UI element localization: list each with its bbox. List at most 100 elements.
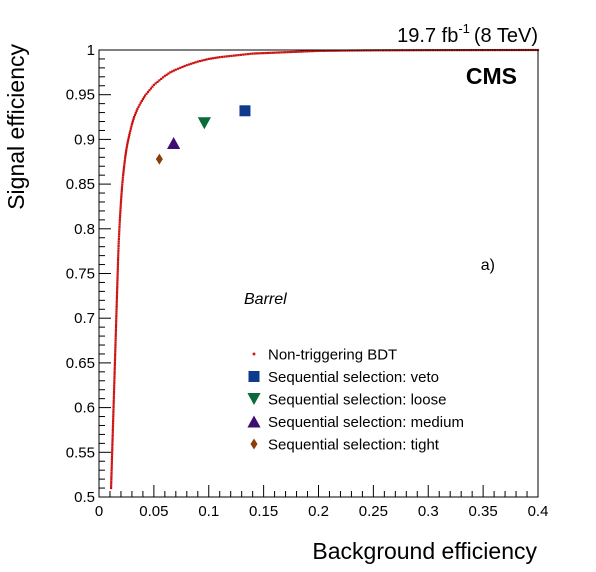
roc-curve-point — [288, 50, 292, 54]
roc-curve-point — [158, 79, 161, 82]
roc-curve-point — [111, 426, 115, 429]
roc-curve-point — [116, 258, 120, 262]
roc-curve-point — [116, 265, 119, 268]
roc-curve-point — [209, 57, 213, 60]
x-tick-label: 0.05 — [139, 503, 168, 520]
roc-curve-point — [112, 415, 115, 418]
roc-curve-point — [111, 431, 114, 434]
roc-curve-point — [120, 194, 123, 197]
roc-curve-point — [139, 101, 142, 104]
roc-curve-point — [328, 49, 331, 52]
roc-curve-point — [235, 54, 238, 57]
x-tick-label: 0.4 — [528, 503, 549, 520]
roc-curve-point — [114, 352, 117, 356]
roc-curve-point — [114, 343, 117, 347]
roc-curve-point — [167, 72, 170, 75]
y-tick-label: 0.75 — [66, 266, 95, 283]
roc-curve-point — [113, 366, 116, 369]
roc-curve-point — [118, 225, 121, 229]
roc-curve-point — [142, 96, 146, 99]
y-tick-label: 0.9 — [74, 131, 95, 148]
roc-curve-point — [140, 99, 143, 103]
y-tick-label: 0.6 — [74, 400, 95, 417]
roc-curve-point — [185, 64, 188, 67]
roc-curve-point — [117, 252, 120, 255]
roc-curve-point — [115, 299, 118, 302]
roc-curve-point — [113, 381, 116, 385]
roc-curve-point — [302, 50, 305, 53]
roc-curve-point — [109, 486, 113, 490]
roc-curve-point — [293, 50, 296, 53]
roc-curve-point — [223, 55, 226, 58]
roc-curve-point — [118, 228, 121, 231]
legend-label: Sequential selection: tight — [268, 437, 440, 454]
roc-curve-point — [205, 58, 208, 61]
roc-curve-point — [291, 50, 294, 54]
roc-curve-point — [353, 49, 356, 52]
roc-curve-point — [128, 134, 131, 137]
roc-curve-point — [131, 121, 134, 124]
roc-curve-point — [131, 119, 135, 122]
roc-curve-point — [310, 50, 314, 53]
roc-curve-point — [319, 49, 322, 52]
roc-curve-point — [112, 397, 115, 400]
roc-curve-point — [111, 433, 114, 436]
roc-curve-point — [115, 310, 118, 313]
roc-curve-point — [116, 261, 120, 264]
roc-curve-point — [112, 404, 115, 407]
roc-curve-point — [317, 49, 320, 52]
y-tick-label: 0.95 — [66, 87, 95, 104]
roc-curve-point — [297, 50, 300, 53]
roc-curve-point — [110, 469, 113, 472]
roc-curve-point — [116, 288, 119, 291]
roc-curve-point — [110, 478, 113, 481]
roc-curve-point — [339, 49, 342, 52]
roc-curve-point — [321, 49, 324, 52]
roc-curve-point — [192, 61, 195, 65]
roc-curve-point — [123, 164, 126, 167]
roc-curve-point — [201, 59, 204, 62]
roc-curve-point — [122, 166, 126, 169]
roc-curve-point — [122, 170, 125, 173]
roc-curve-point — [113, 370, 116, 373]
roc-curve-point — [228, 55, 231, 58]
roc-curve-point — [133, 113, 137, 117]
roc-curve-point — [244, 53, 247, 56]
y-tick-label: 0.5 — [74, 489, 95, 506]
roc-curve-point — [152, 83, 155, 86]
roc-curve-point — [119, 214, 122, 217]
roc-curve-point — [151, 85, 154, 88]
roc-curve-point — [118, 221, 121, 224]
roc-curve-point — [114, 323, 118, 327]
roc-curve-point — [127, 135, 130, 139]
roc-curve-point — [135, 109, 138, 113]
roc-curve-point — [113, 377, 116, 380]
roc-curve-point — [220, 55, 224, 58]
roc-curve-point — [216, 56, 219, 59]
roc-curve-point — [232, 54, 235, 57]
roc-curve-point — [212, 57, 215, 60]
roc-curve-point — [171, 70, 174, 73]
roc-curve-point — [148, 89, 151, 92]
roc-curve-point — [117, 237, 120, 241]
roc-curve-point — [113, 384, 116, 387]
roc-curve-point — [134, 111, 137, 115]
roc-curve-point — [137, 105, 140, 109]
roc-curve-point — [114, 341, 117, 344]
roc-curve-point — [114, 326, 118, 329]
roc-curve-point — [117, 247, 120, 250]
roc-curve-point — [128, 132, 131, 135]
roc-curve-point — [118, 218, 121, 221]
roc-curve-point — [112, 395, 115, 398]
x-tick-label: 0.2 — [308, 503, 329, 520]
x-tick-label: 0.25 — [359, 503, 388, 520]
roc-curve-point — [111, 435, 114, 438]
roc-curve-point — [124, 151, 127, 154]
roc-curve-point — [112, 408, 115, 411]
roc-curve-point — [123, 157, 127, 160]
roc-curve-point — [271, 51, 274, 54]
legend-label: Sequential selection: veto — [268, 369, 439, 386]
roc-curve-point — [113, 368, 116, 371]
axis-ticks — [98, 49, 539, 498]
roc-curve-point — [160, 77, 163, 81]
